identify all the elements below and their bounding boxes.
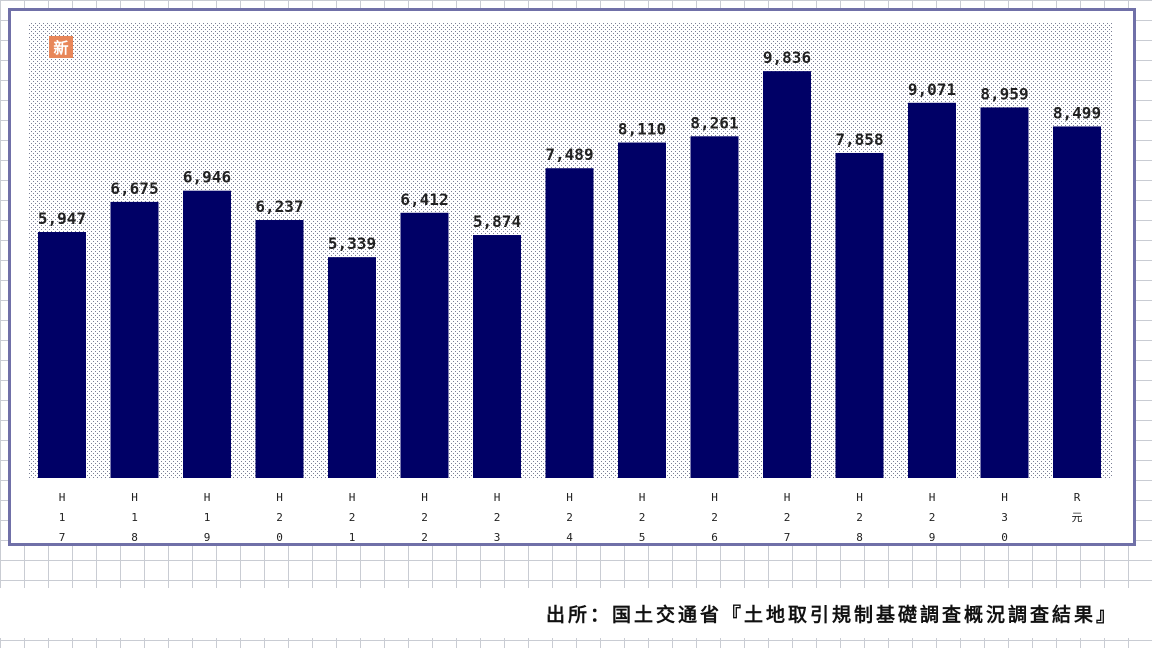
x-tick-H19-1: 1 <box>204 511 211 524</box>
x-tick-H18-1: 1 <box>131 511 138 524</box>
x-tick-H22-2: 2 <box>421 531 428 543</box>
x-tick-H23-1: 2 <box>494 511 501 524</box>
bar-H21 <box>328 257 376 478</box>
value-label-H24: 7,489 <box>545 145 593 164</box>
source-note: 出所：国土交通省『土地取引規制基礎調査概況調査結果』 <box>545 604 1118 626</box>
bar-H27 <box>763 71 811 478</box>
bar-H17 <box>38 232 86 478</box>
x-tick-H18-2: 8 <box>131 531 138 543</box>
x-tick-H22-0: H <box>421 491 428 504</box>
source-strip <box>0 588 1152 638</box>
x-tick-H26-1: 2 <box>711 511 718 524</box>
value-label-H23: 5,874 <box>473 212 521 231</box>
x-tick-H29-2: 9 <box>929 531 936 543</box>
value-label-H28: 7,858 <box>835 130 883 149</box>
value-label-H21: 5,339 <box>328 234 376 253</box>
x-tick-R元-0: R <box>1074 491 1081 504</box>
x-tick-H21-0: H <box>349 491 356 504</box>
x-tick-H25-2: 5 <box>639 531 646 543</box>
x-tick-H30-0: H <box>1001 491 1008 504</box>
bar-H26 <box>690 136 739 479</box>
new-badge-text: 新 <box>53 39 68 57</box>
value-label-H27: 9,836 <box>763 48 811 67</box>
x-tick-H25-0: H <box>639 491 646 504</box>
bar-H22 <box>400 212 449 478</box>
value-label-R元: 8,499 <box>1053 103 1101 122</box>
x-tick-H17-2: 7 <box>59 531 66 543</box>
value-label-H25: 8,110 <box>618 120 666 139</box>
value-label-H17: 5,947 <box>38 209 86 228</box>
value-label-H18: 6,675 <box>110 179 158 198</box>
x-tick-H21-2: 1 <box>349 531 356 543</box>
x-tick-R元-1: 元 <box>1072 511 1083 524</box>
x-tick-H24-0: H <box>566 491 573 504</box>
x-tick-H27-2: 7 <box>784 531 791 543</box>
x-tick-H23-2: 3 <box>494 531 501 543</box>
x-tick-H19-2: 9 <box>204 531 211 543</box>
x-tick-H25-1: 2 <box>639 511 646 524</box>
x-tick-H19-0: H <box>204 491 211 504</box>
bar-H18 <box>110 201 159 479</box>
bar-H20 <box>255 220 304 478</box>
value-label-H22: 6,412 <box>400 190 448 209</box>
bar-H28 <box>835 152 884 478</box>
bar-H29 <box>908 102 956 478</box>
x-tick-H24-1: 2 <box>566 511 573 524</box>
value-label-H19: 6,946 <box>183 168 231 187</box>
x-tick-H20-2: 0 <box>276 531 283 543</box>
value-label-H29: 9,071 <box>908 80 956 99</box>
x-tick-H28-1: 2 <box>856 511 863 524</box>
x-tick-H28-0: H <box>856 491 863 504</box>
bar-H24 <box>545 168 594 478</box>
bar-H19 <box>183 190 231 479</box>
bar-H30 <box>980 107 1029 478</box>
x-tick-H27-1: 2 <box>784 511 791 524</box>
x-tick-H18-0: H <box>131 491 138 504</box>
x-tick-H20-0: H <box>276 491 283 504</box>
value-label-H30: 8,959 <box>980 84 1028 103</box>
x-tick-H20-1: 2 <box>276 511 283 524</box>
x-tick-H26-2: 6 <box>711 531 718 543</box>
x-tick-H28-2: 8 <box>856 531 863 543</box>
x-tick-H21-1: 2 <box>349 511 356 524</box>
x-tick-H30-1: 3 <box>1001 511 1008 524</box>
bar-H25 <box>618 142 666 479</box>
x-tick-H26-0: H <box>711 491 718 504</box>
value-label-H26: 8,261 <box>690 113 738 132</box>
bar-R元 <box>1053 126 1101 479</box>
new-badge: 新 <box>49 36 73 58</box>
x-tick-H24-2: 4 <box>566 531 573 543</box>
value-label-H20: 6,237 <box>255 197 303 216</box>
chart-frame: 5,947 6,675 6,946 6,237 5,339 6,412 5,874 7,489… <box>8 8 1136 546</box>
x-tick-H17-1: 1 <box>59 511 66 524</box>
x-tick-H22-1: 2 <box>421 511 428 524</box>
x-tick-H17-0: H <box>59 491 66 504</box>
x-tick-H29-0: H <box>929 491 936 504</box>
x-tick-H30-2: 0 <box>1001 531 1008 543</box>
bar-chart: 5,947 6,675 6,946 6,237 5,339 6,412 5,874 7,489… <box>29 23 1113 543</box>
x-tick-H23-0: H <box>494 491 501 504</box>
x-tick-H29-1: 2 <box>929 511 936 524</box>
x-tick-H27-0: H <box>784 491 791 504</box>
bar-H23 <box>473 235 521 478</box>
